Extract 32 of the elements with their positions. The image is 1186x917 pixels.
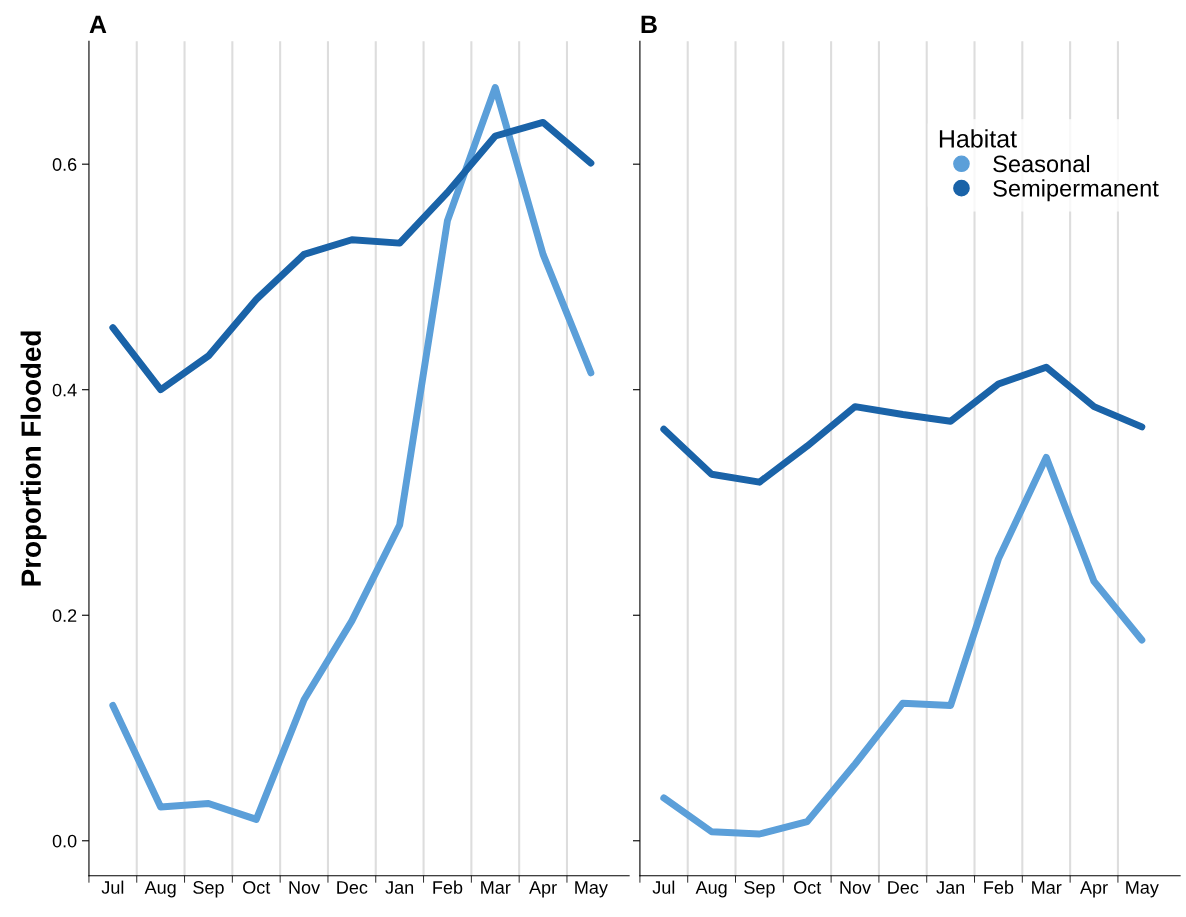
y-tick-label: 0.2 — [52, 609, 77, 622]
x-tick-label: Dec — [888, 881, 919, 894]
y-tick-label: 0.4 — [52, 383, 77, 397]
y-tick-label: 0.6 — [52, 158, 77, 171]
x-tick-label: Aug — [144, 881, 176, 898]
x-tick-label: Mar — [1032, 881, 1062, 894]
x-tick-label: Feb — [433, 880, 463, 894]
x-tick-label: Nov — [289, 881, 321, 894]
x-tick-label: Apr — [1080, 881, 1108, 898]
x-tick-label: May — [1126, 881, 1159, 898]
x-tick-label: May — [575, 881, 608, 898]
legend-title: Habitat — [939, 129, 1017, 148]
x-tick-label: Oct — [794, 881, 822, 894]
x-tick-label: Aug — [695, 881, 727, 898]
x-tick-label: Feb — [984, 880, 1014, 894]
x-tick-label: Jul — [101, 880, 124, 894]
x-tick-label: Jan — [385, 881, 414, 894]
x-tick-label: Nov — [840, 881, 872, 894]
x-tick-label: Sep — [193, 881, 224, 898]
legend-label: Seasonal — [993, 154, 1090, 173]
x-tick-label: Mar — [481, 881, 511, 894]
x-tick-label: Jan — [936, 881, 965, 894]
x-tick-label: Jul — [652, 880, 675, 894]
x-tick-label: Oct — [243, 881, 271, 894]
y-axis-title: Proportion Flooded — [20, 331, 47, 586]
chart-title: B — [641, 15, 657, 33]
x-tick-label: Apr — [529, 881, 557, 898]
y-tick-label: 0.0 — [52, 834, 77, 848]
chart-title: A — [89, 15, 107, 33]
x-tick-label: Sep — [744, 881, 775, 898]
legend-label: Semipermanent — [993, 179, 1159, 202]
x-tick-label: Dec — [337, 881, 368, 894]
